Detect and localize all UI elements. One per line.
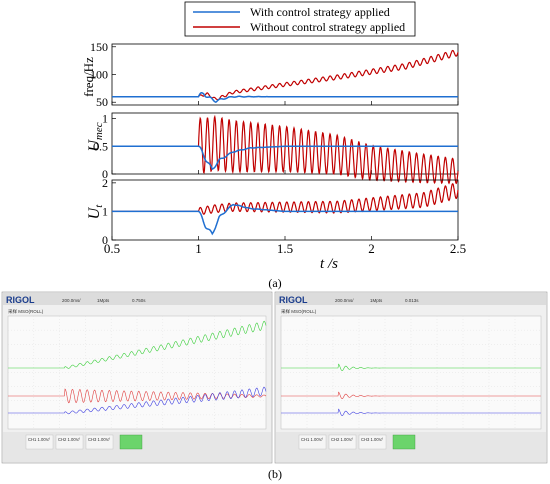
scope-channel-box (55, 434, 84, 450)
scope-toolbar-text: 200.0ms/ (335, 298, 354, 303)
scope-toolbar-text: 1Mpts (370, 298, 383, 303)
scope-channel-label: CH2 1.00V/ (331, 437, 353, 442)
scope-active-channel (119, 434, 143, 450)
scope-active-channel (392, 434, 416, 450)
x-tick-label: 1.5 (277, 241, 293, 256)
xlabel: t /s (320, 256, 338, 272)
series-line-with-control (112, 145, 458, 171)
scope-brand: RIGOL (279, 295, 308, 305)
scope-channel-label: CH1 1.00V/ (301, 437, 323, 442)
scope-toolbar (276, 293, 546, 305)
scope-status: 采样 MSO(ROLL) (8, 308, 44, 315)
scope-channel-label: CH3 1.00V/ (88, 437, 110, 442)
y-tick-label: 0.5 (93, 139, 108, 153)
ylabel-umec: Umec (86, 122, 105, 151)
legend-box (184, 1, 416, 37)
scope-screen-1: RIGOL 200.0ms/1Mpts 0.013s 采样 MSO(ROLL) CH1 … (274, 291, 548, 464)
x-tick-label: 0.5 (104, 241, 120, 256)
legend: With control strategy applied Without co… (184, 1, 416, 37)
ylabel-freq: freq/Hz (81, 57, 96, 97)
scope-channel-label: CH1 1.00V/ (28, 437, 50, 442)
scope-toolbar (3, 293, 271, 305)
scope-trace-green (8, 320, 267, 369)
scope-channel-box (358, 434, 387, 450)
x-tick-label: 1 (195, 241, 202, 256)
scope-screen-0: RIGOL 200.0ms/1Mpts 0.750s 采样 MSO(ROLL) CH1 … (1, 291, 273, 464)
series-line-without-control (112, 49, 459, 101)
axes-frame (111, 179, 459, 241)
y-tick-label: 100 (90, 68, 108, 82)
y-tick-label: 2 (102, 176, 108, 190)
panel-label-a: (a) (268, 276, 281, 290)
scope-toolbar-text: 1Mpts (97, 298, 110, 303)
legend-label-1: Without control strategy applied (250, 20, 405, 34)
axes-frame (111, 43, 459, 106)
y-tick-label: 150 (90, 40, 108, 54)
scope-trace-blue (281, 408, 541, 417)
y-tick-label: 50 (96, 95, 108, 109)
scope-trace-green (281, 363, 541, 372)
scope-channel-box (85, 434, 114, 450)
legend-label-0: With control strategy applied (250, 5, 390, 19)
series-line-with-control (112, 203, 458, 236)
series-line-with-control (112, 92, 458, 104)
scope-brand: RIGOL (6, 295, 35, 305)
scope-channel-box (328, 434, 357, 450)
scope-trace-red (8, 388, 267, 404)
y-tick-label: 1 (102, 204, 108, 218)
scope-channel-box (25, 434, 54, 450)
ylabel-ut: Ut (86, 204, 105, 220)
scope-channel-label: CH2 1.00V/ (58, 437, 80, 442)
scope-toolbar-text: 200.0ms/ (62, 298, 81, 303)
scope-toolbar-text: 0.013s (405, 298, 419, 303)
y-tick-label: 0 (102, 167, 108, 181)
panel-label-b: (b) (268, 467, 282, 481)
series-line-without-control (112, 183, 459, 215)
scope-trace-red (281, 391, 541, 400)
y-tick-label: 0 (102, 233, 108, 247)
scope-toolbar-text: 0.750s (132, 298, 146, 303)
x-tick-label: 2 (368, 241, 375, 256)
scope-status: 采样 MSO(ROLL) (281, 308, 317, 315)
oscilloscope-screens: RIGOL 200.0ms/1Mpts 0.750s 采样 MSO(ROLL) CH1 … (1, 291, 548, 464)
scope-channel-label: CH3 1.00V/ (361, 437, 383, 442)
scope-trace-blue (8, 386, 267, 415)
y-tick-label: 1 (102, 112, 108, 126)
x-tick-label: 2.5 (450, 241, 466, 256)
scope-channel-box (298, 434, 327, 450)
